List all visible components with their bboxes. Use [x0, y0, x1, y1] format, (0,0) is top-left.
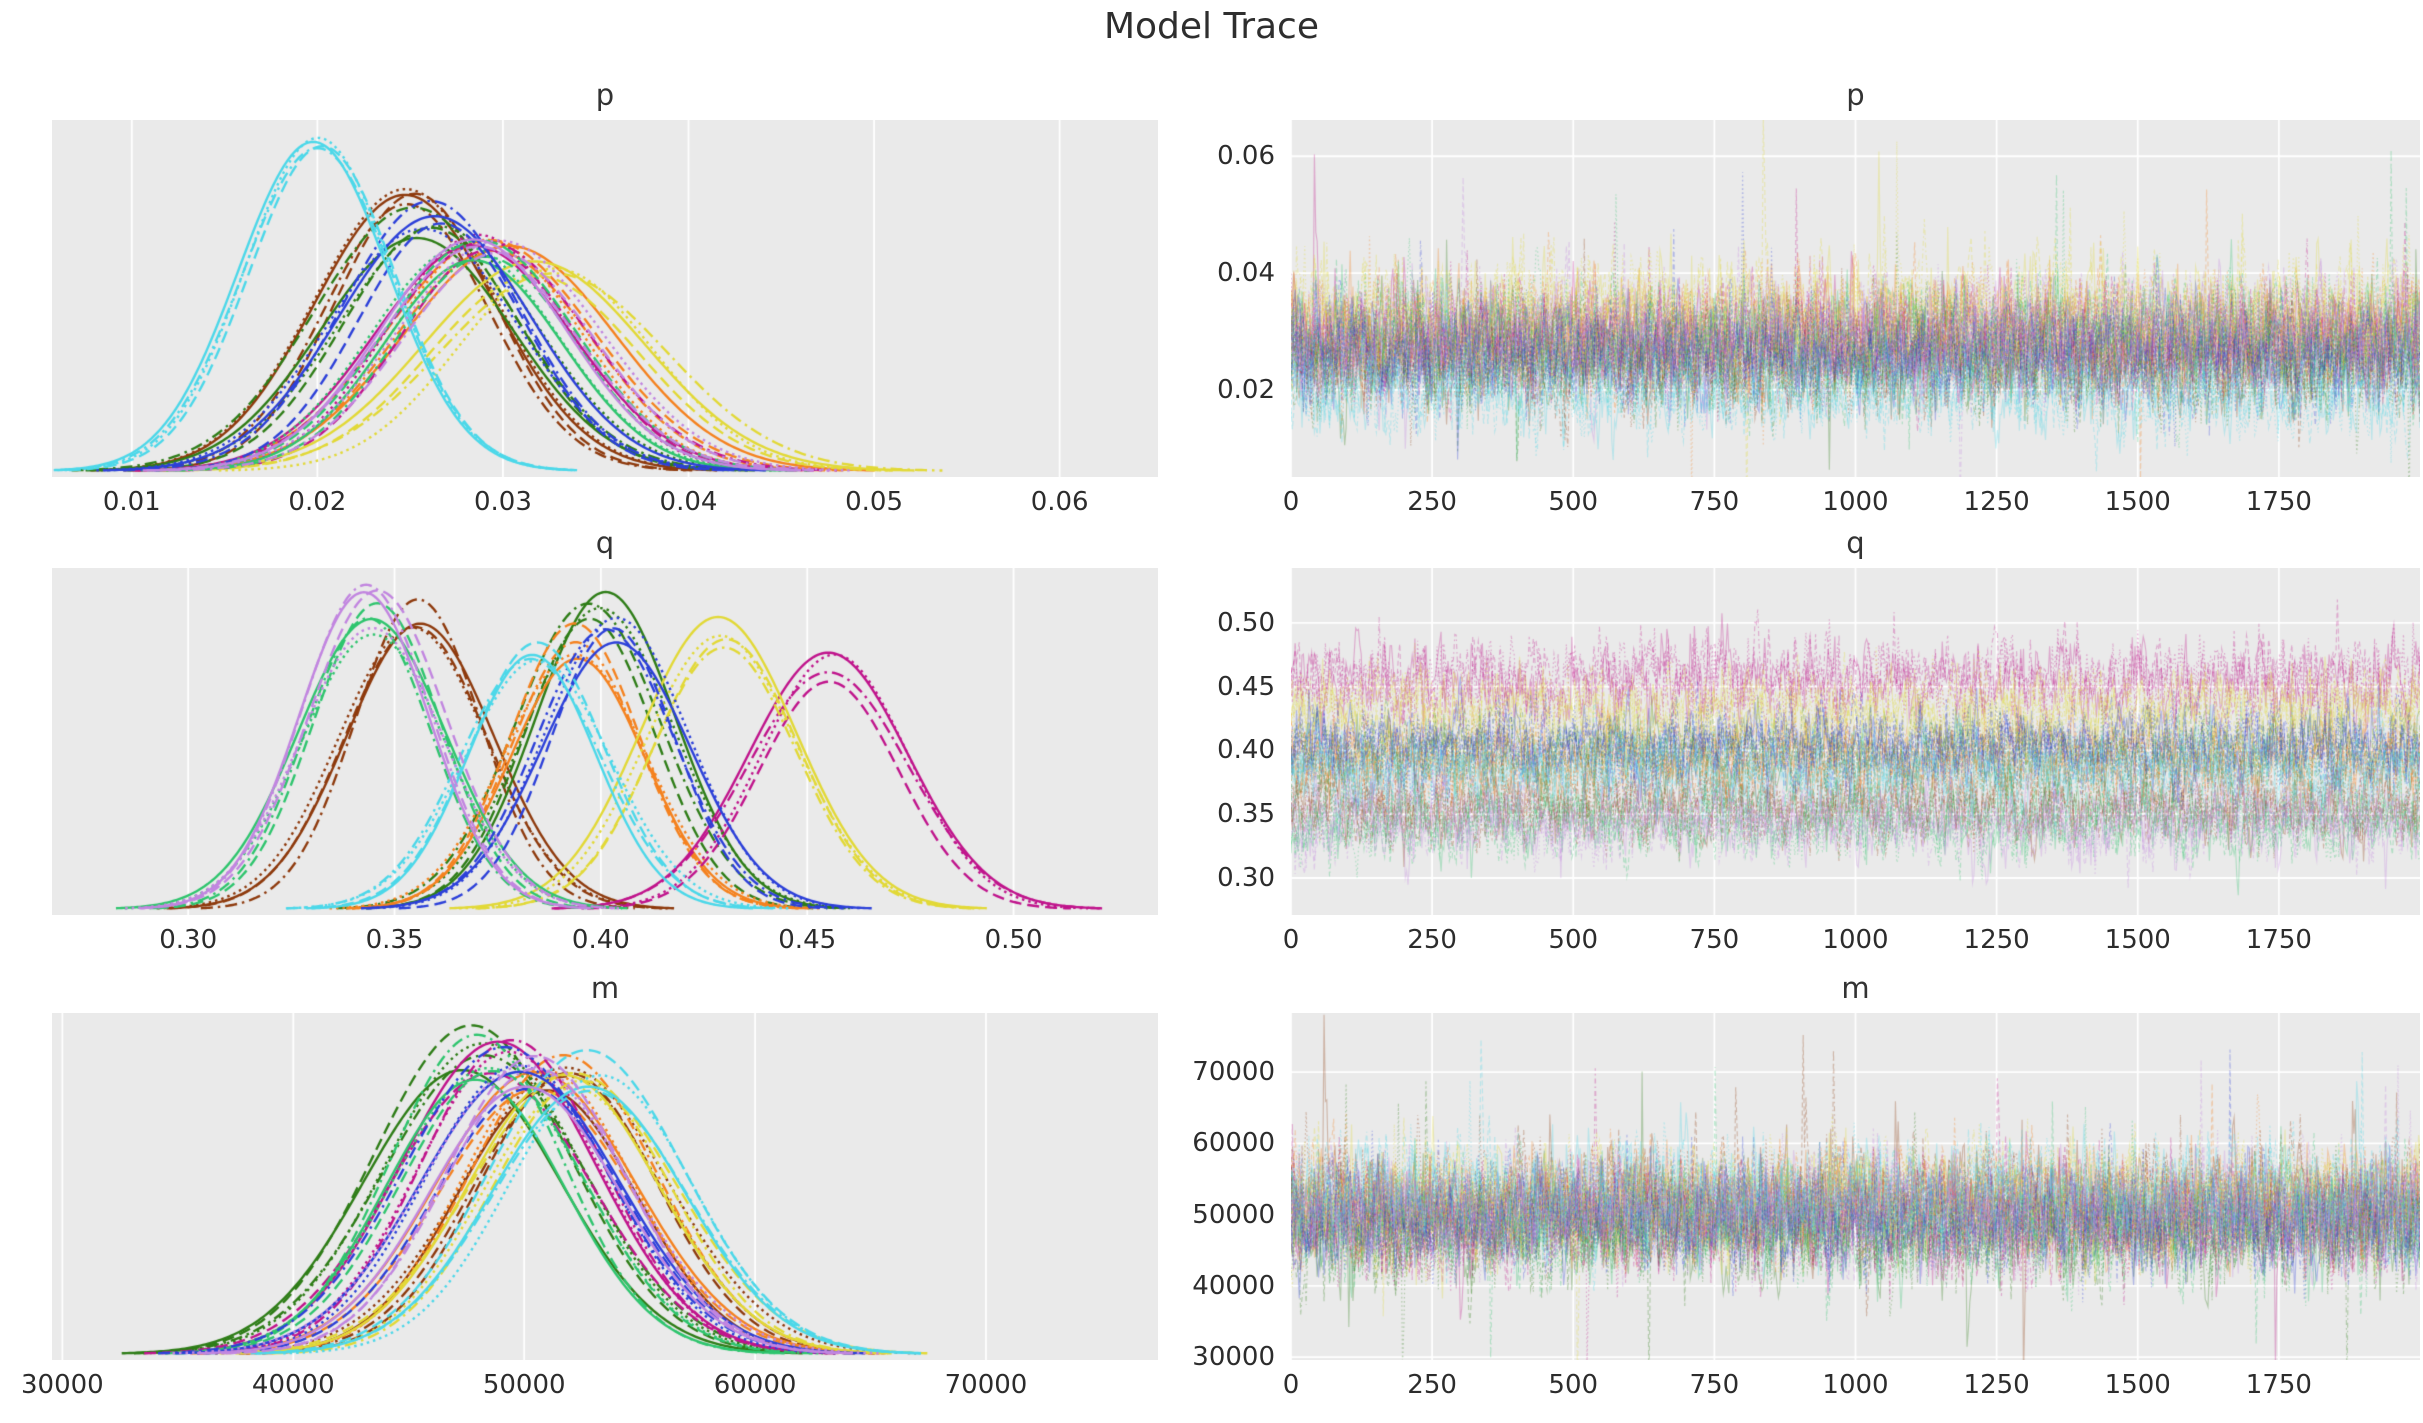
subplot-title-p-trace: p [1846, 78, 1865, 112]
x-tick-label: 1250 [1963, 1370, 2030, 1400]
x-tick-label: 0 [1282, 1370, 1300, 1400]
x-tick-label: 0.03 [473, 487, 532, 517]
x-tick-label: 1000 [1822, 1370, 1889, 1400]
y-tick-label: 0.04 [1217, 258, 1275, 289]
canvas-m-density [52, 1013, 1158, 1360]
x-tick-label: 0.35 [365, 925, 424, 955]
y-tick-label: 0.40 [1217, 735, 1275, 766]
y-tick-label: 50000 [1192, 1199, 1275, 1230]
canvas-p-density [52, 120, 1158, 477]
x-tick-label: 50000 [482, 1370, 566, 1400]
subplot-title-m-density: m [590, 971, 620, 1005]
x-tick-label: 0.06 [1030, 487, 1089, 517]
x-tick-label: 750 [1689, 1370, 1740, 1400]
x-tick-label: 30000 [21, 1370, 104, 1400]
x-tick-label: 1750 [2245, 487, 2312, 517]
subplot-title-q-density: q [595, 526, 615, 560]
x-tick-label: 1250 [1963, 925, 2030, 955]
x-tick-label: 0.04 [659, 487, 718, 517]
x-tick-label: 250 [1407, 487, 1457, 517]
y-tick-label: 0.50 [1217, 607, 1275, 638]
x-tick-label: 0.40 [571, 925, 630, 955]
x-tick-label: 500 [1548, 925, 1599, 955]
x-tick-label: 0.02 [288, 487, 347, 517]
x-tick-label: 60000 [713, 1370, 797, 1400]
x-tick-label: 500 [1548, 1370, 1599, 1400]
y-tick-label: 60000 [1192, 1128, 1275, 1159]
canvas-p-trace [1291, 120, 2420, 477]
x-tick-label: 1500 [2104, 1370, 2171, 1400]
x-tick-label: 750 [1689, 487, 1740, 517]
x-tick-label: 1000 [1822, 925, 1889, 955]
y-tick-label: 0.45 [1217, 671, 1275, 702]
x-tick-label: 250 [1407, 925, 1457, 955]
subplot-title-p-density: p [595, 78, 615, 112]
y-tick-label: 70000 [1192, 1057, 1275, 1088]
x-tick-label: 1500 [2104, 487, 2171, 517]
x-tick-label: 0.01 [102, 487, 161, 517]
canvas-m-trace [1291, 1013, 2420, 1360]
y-tick-label: 30000 [1192, 1342, 1275, 1373]
x-tick-label: 0 [1282, 487, 1300, 517]
y-tick-label: 0.35 [1217, 799, 1275, 830]
x-tick-label: 250 [1407, 1370, 1457, 1400]
x-tick-label: 0.05 [845, 487, 904, 517]
x-tick-label: 1750 [2245, 1370, 2312, 1400]
y-tick-label: 0.06 [1217, 141, 1275, 172]
x-tick-label: 70000 [944, 1370, 1028, 1400]
figure-title: Model Trace [1103, 6, 1320, 47]
x-tick-label: 1000 [1822, 487, 1889, 517]
x-tick-label: 1500 [2104, 925, 2171, 955]
x-tick-label: 1750 [2245, 925, 2312, 955]
x-tick-label: 0.45 [778, 925, 837, 955]
x-tick-label: 0 [1282, 925, 1300, 955]
x-tick-label: 40000 [251, 1370, 335, 1400]
x-tick-label: 0.50 [984, 925, 1043, 955]
y-tick-label: 0.02 [1217, 374, 1275, 405]
subplot-title-q-trace: q [1846, 526, 1865, 560]
x-tick-label: 1250 [1963, 487, 2030, 517]
y-tick-label: 40000 [1192, 1270, 1275, 1301]
x-tick-label: 0.30 [159, 925, 218, 955]
canvas-q-trace [1291, 568, 2420, 915]
canvas-q-density [52, 568, 1158, 915]
x-tick-label: 500 [1548, 487, 1599, 517]
subplot-title-m-trace: m [1841, 971, 1870, 1005]
y-tick-label: 0.30 [1217, 863, 1275, 893]
x-tick-label: 750 [1689, 925, 1740, 955]
